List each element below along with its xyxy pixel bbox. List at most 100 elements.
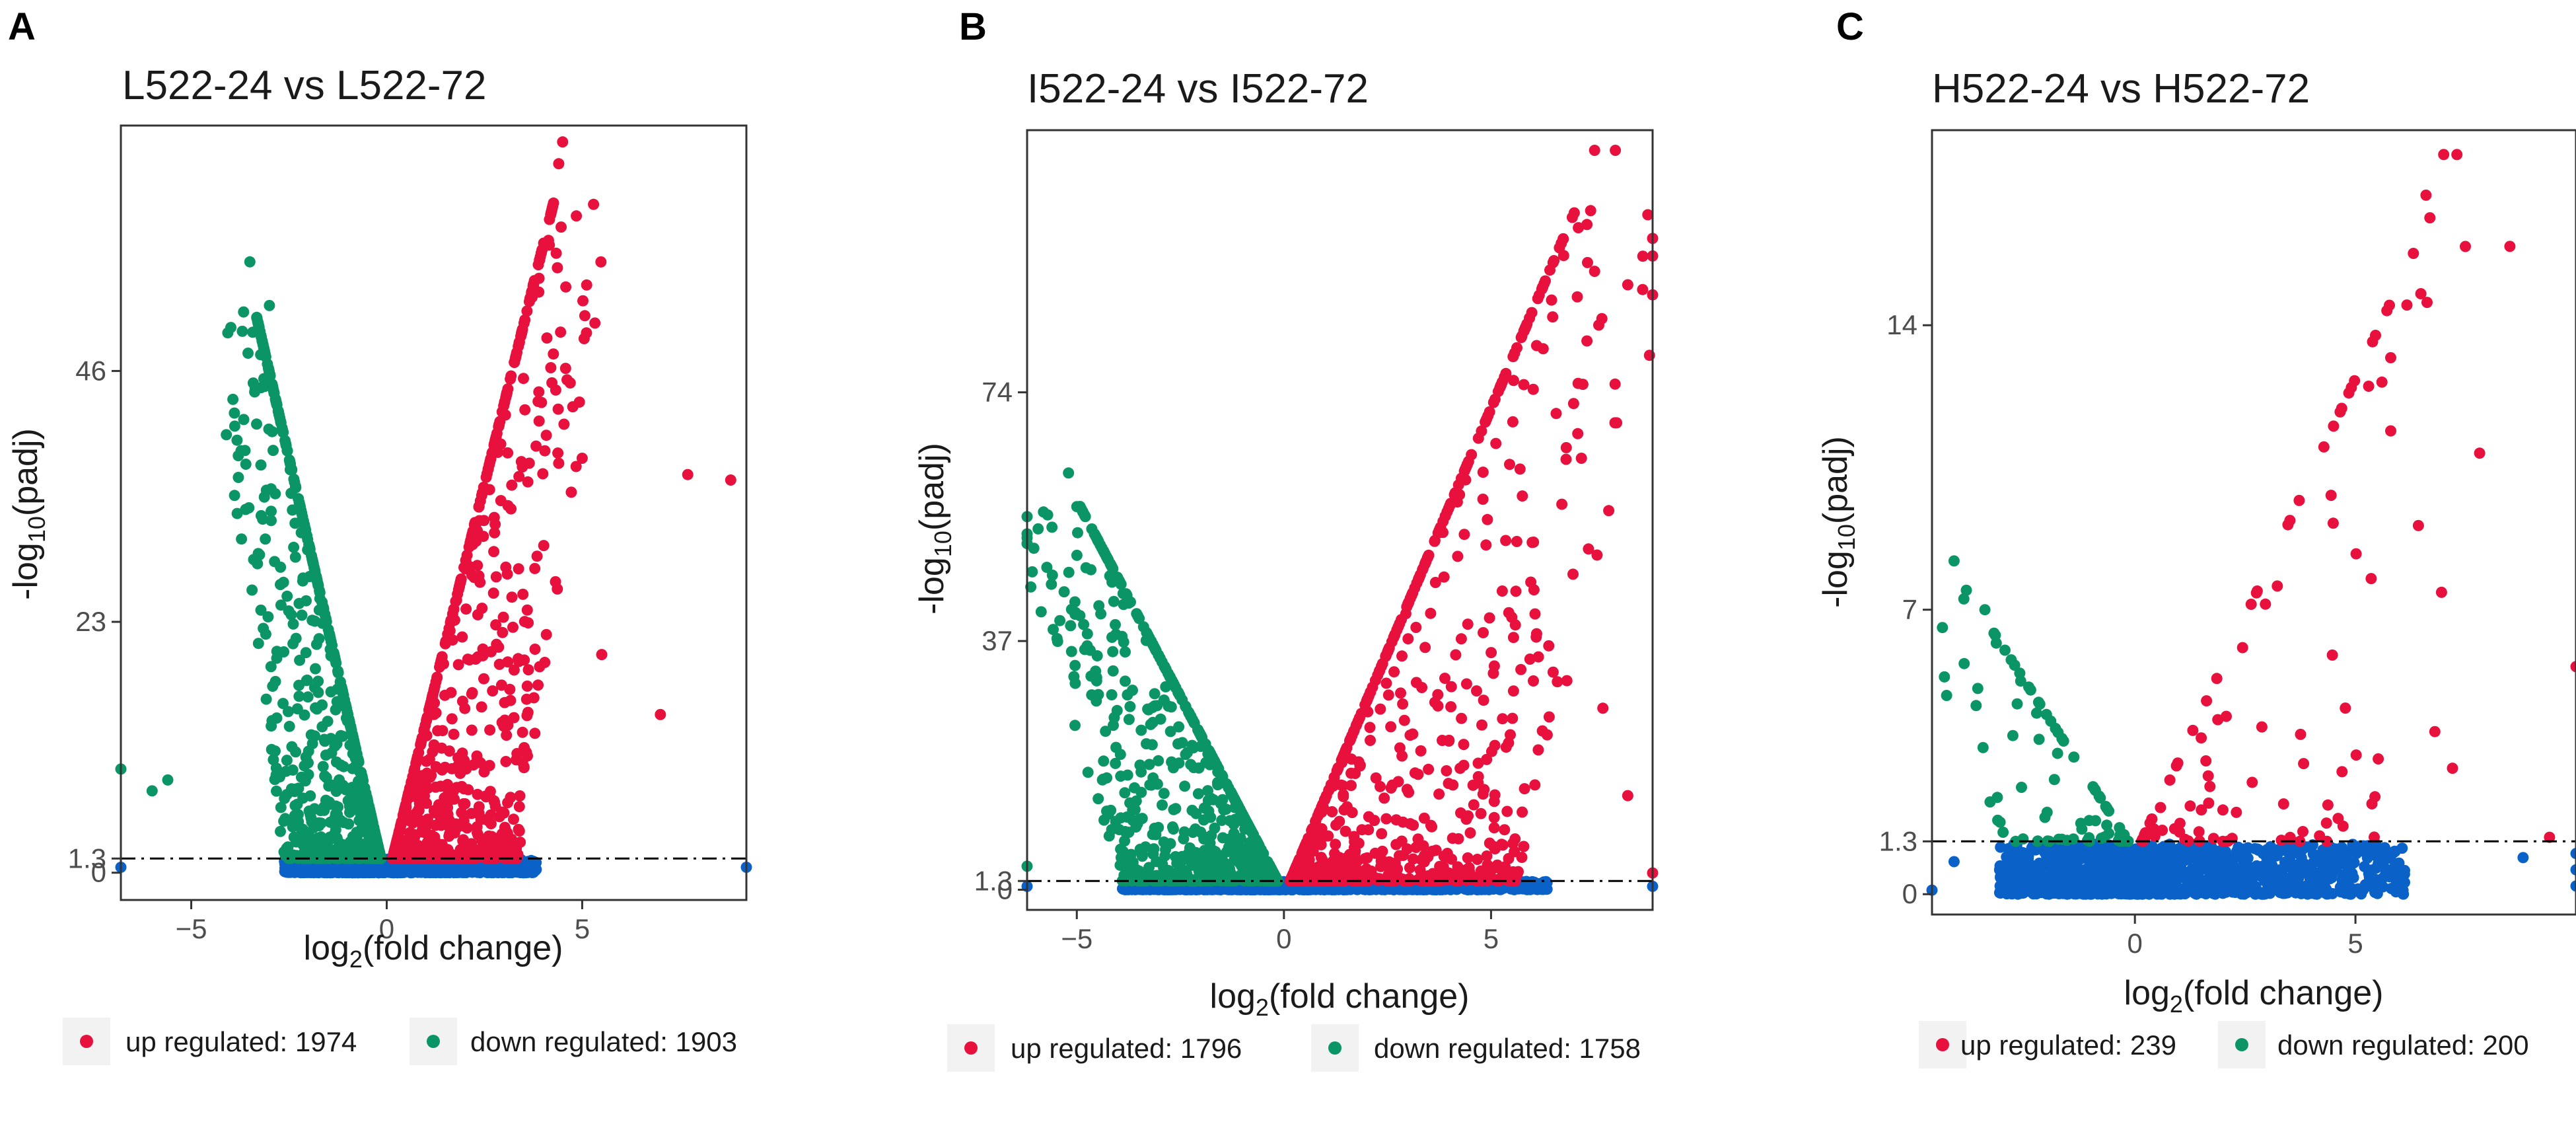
- point-up: [473, 801, 485, 813]
- point-up: [398, 806, 410, 818]
- point-down: [344, 836, 356, 848]
- point-down: [264, 299, 275, 311]
- point-down: [287, 618, 299, 630]
- point-up: [531, 550, 543, 562]
- point-up: [490, 571, 502, 583]
- point-up: [450, 818, 462, 830]
- point-down: [295, 527, 307, 539]
- point-down: [320, 772, 332, 784]
- point-ns: [521, 866, 532, 878]
- point-down: [293, 691, 305, 702]
- point-down: [239, 445, 251, 457]
- point-up: [502, 797, 514, 809]
- point-up: [456, 781, 468, 792]
- point-up: [529, 562, 541, 574]
- point-up: [475, 813, 487, 825]
- point-up: [500, 392, 512, 404]
- point-down: [341, 848, 353, 859]
- point-up: [596, 649, 608, 661]
- point-up: [725, 474, 736, 486]
- point-down: [238, 306, 250, 318]
- point-up: [466, 687, 478, 698]
- point-up: [513, 823, 524, 835]
- point-up: [541, 332, 553, 344]
- point-down: [1092, 793, 1104, 805]
- point-down: [242, 348, 254, 359]
- point-ns: [359, 866, 371, 878]
- point-up: [472, 560, 483, 572]
- point-down: [1146, 739, 1158, 751]
- point-up: [578, 333, 590, 344]
- point-down: [162, 774, 174, 786]
- x-axis-title-subscript: 2: [349, 946, 363, 973]
- point-up: [517, 726, 528, 738]
- point-up: [442, 809, 454, 820]
- point-up: [533, 415, 545, 427]
- point-up: [520, 746, 532, 758]
- point-down: [271, 398, 283, 410]
- point-down: [304, 790, 316, 802]
- point-up: [521, 680, 533, 692]
- point-ns: [279, 866, 291, 878]
- point-down: [335, 759, 347, 771]
- point-down: [329, 652, 341, 663]
- point-down: [317, 761, 329, 772]
- point-down: [278, 646, 290, 657]
- point-down: [246, 584, 258, 596]
- point-up: [538, 540, 550, 552]
- point-down: [1082, 767, 1094, 778]
- point-up: [548, 348, 559, 360]
- point-down: [290, 746, 302, 758]
- point-up: [539, 657, 551, 668]
- point-up: [411, 751, 423, 763]
- point-down: [248, 554, 260, 566]
- point-down: [347, 730, 359, 742]
- point-down: [264, 365, 275, 377]
- panel-label: B: [959, 5, 987, 48]
- point-up: [506, 591, 518, 603]
- point-down: [268, 387, 280, 399]
- point-up: [513, 563, 524, 575]
- point-down: [324, 629, 336, 641]
- point-up: [589, 317, 601, 329]
- point-up: [528, 692, 540, 704]
- point-up: [533, 272, 545, 284]
- point-down: [1065, 620, 1077, 632]
- point-down: [356, 811, 368, 823]
- scatter-points: [115, 136, 752, 879]
- point-up: [496, 828, 508, 840]
- point-down: [325, 833, 337, 844]
- point-down: [281, 755, 293, 767]
- point-up: [448, 728, 460, 740]
- point-up: [478, 766, 490, 778]
- point-up: [460, 603, 472, 615]
- point-down: [1124, 700, 1136, 712]
- point-up: [458, 562, 470, 574]
- point-down: [265, 661, 277, 673]
- point-down: [283, 720, 295, 732]
- y-axis-title-subscript: 10: [23, 516, 50, 542]
- point-up: [552, 447, 564, 459]
- point-up: [419, 720, 431, 731]
- point-down: [330, 704, 341, 716]
- point-up: [655, 708, 666, 720]
- point-up: [498, 807, 510, 819]
- point-up: [532, 396, 544, 407]
- point-down: [265, 483, 277, 495]
- point-down: [310, 572, 322, 583]
- point-down: [299, 709, 310, 721]
- point-down: [1110, 618, 1121, 630]
- point-down: [244, 256, 256, 268]
- point-up: [499, 696, 511, 708]
- point-down: [289, 551, 301, 563]
- point-down: [260, 693, 272, 705]
- point-down: [1041, 562, 1053, 574]
- point-down: [231, 434, 243, 446]
- point-down: [366, 813, 378, 825]
- point-down: [1080, 562, 1092, 574]
- point-down: [313, 604, 325, 616]
- point-up: [473, 500, 485, 512]
- point-up: [502, 447, 514, 459]
- point-down: [316, 721, 328, 733]
- point-up: [490, 431, 502, 443]
